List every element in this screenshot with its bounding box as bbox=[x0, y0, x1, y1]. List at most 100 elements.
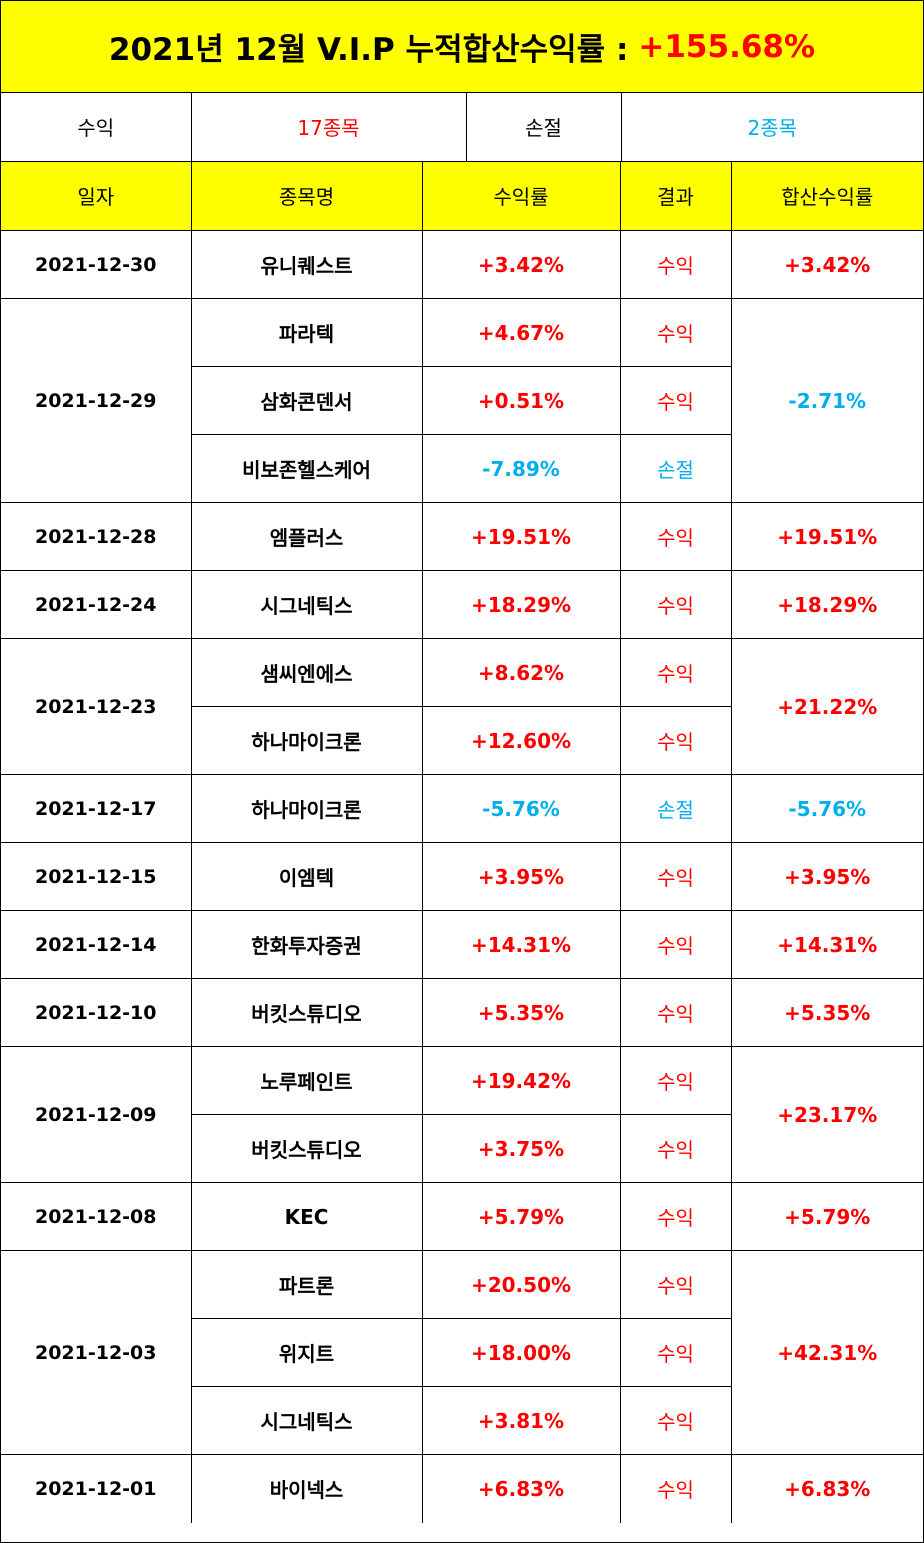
date-cell: 2021-12-10 bbox=[1, 978, 192, 1047]
combined-return: +3.95% bbox=[730, 842, 923, 911]
summary-row: 수익 17종목 손절 2종목 bbox=[1, 93, 923, 162]
date-cell: 2021-12-28 bbox=[1, 502, 192, 571]
combined-return: +5.79% bbox=[730, 1182, 923, 1251]
table-row: 시그네틱스 +3.81% 수익 bbox=[1, 1386, 923, 1455]
stock-name: 파라텍 bbox=[190, 298, 423, 367]
date-cell: 2021-12-24 bbox=[1, 570, 192, 639]
stock-name: 샘씨엔에스 bbox=[190, 638, 423, 707]
table-row: 2021-12-10 버킷스튜디오 +5.35% 수익 +5.35% bbox=[1, 978, 923, 1047]
date-cell: 2021-12-08 bbox=[1, 1182, 192, 1251]
date-cell: 2021-12-03 bbox=[1, 1250, 192, 1455]
table-row: 2021-12-24 시그네틱스 +18.29% 수익 +18.29% bbox=[1, 570, 923, 639]
result-label: 수익 bbox=[619, 502, 732, 571]
result-label: 수익 bbox=[619, 1182, 732, 1251]
date-cell: 2021-12-23 bbox=[1, 638, 192, 775]
return-rate: +0.51% bbox=[421, 366, 621, 435]
title-text: 2021년 12월 V.I.P 누적합산수익률 : bbox=[108, 32, 629, 68]
table-row: 2021-12-28 엠플러스 +19.51% 수익 +19.51% bbox=[1, 502, 923, 571]
stock-name: 유니퀘스트 bbox=[190, 230, 423, 299]
date-cell: 2021-12-09 bbox=[1, 1046, 192, 1183]
result-label: 수익 bbox=[619, 1318, 731, 1387]
return-rate: +18.00% bbox=[421, 1318, 621, 1387]
result-label: 수익 bbox=[619, 298, 732, 367]
combined-return: +23.17% bbox=[730, 1046, 923, 1183]
combined-return: +19.51% bbox=[730, 502, 923, 571]
stock-name: 시그네틱스 bbox=[190, 570, 423, 639]
date-cell: 2021-12-17 bbox=[1, 774, 192, 843]
combined-return: -2.71% bbox=[730, 298, 923, 503]
header-date: 일자 bbox=[1, 161, 192, 231]
stock-name: 한화투자증권 bbox=[190, 910, 423, 979]
return-rate: +20.50% bbox=[421, 1250, 621, 1319]
combined-return: -5.76% bbox=[730, 774, 923, 843]
page-title: 2021년 12월 V.I.P 누적합산수익률 : +155.68% bbox=[1, 1, 923, 93]
result-label: 수익 bbox=[619, 1386, 731, 1455]
header-row: 일자 종목명 수익률 결과 합산수익률 bbox=[1, 161, 923, 231]
combined-return: +21.22% bbox=[730, 638, 923, 775]
return-rate: +12.60% bbox=[421, 706, 621, 775]
return-rate: +3.81% bbox=[421, 1386, 621, 1455]
table-row: 2021-12-08 KEC +5.79% 수익 +5.79% bbox=[1, 1182, 923, 1251]
stock-name: KEC bbox=[190, 1182, 423, 1251]
date-cell: 2021-12-30 bbox=[1, 230, 192, 299]
stock-name: 하나마이크론 bbox=[190, 774, 423, 843]
return-rate: +8.62% bbox=[421, 638, 621, 707]
loss-label: 손절 bbox=[465, 93, 622, 162]
result-label: 손절 bbox=[619, 434, 731, 503]
profit-label: 수익 bbox=[1, 93, 192, 162]
result-label: 수익 bbox=[619, 366, 731, 435]
stock-name: 이엠텍 bbox=[190, 842, 423, 911]
stock-name: 비보존헬스케어 bbox=[191, 434, 423, 503]
return-rate: +3.75% bbox=[421, 1114, 621, 1183]
table-row: 2021-12-15 이엠텍 +3.95% 수익 +3.95% bbox=[1, 842, 923, 911]
table-row: 버킷스튜디오 +3.75% 수익 bbox=[1, 1114, 923, 1183]
date-cell: 2021-12-15 bbox=[1, 842, 192, 911]
stock-name: 엠플러스 bbox=[190, 502, 423, 571]
date-cell: 2021-12-29 bbox=[1, 298, 192, 503]
table-row: 삼화콘덴서 +0.51% 수익 bbox=[1, 366, 923, 435]
result-label: 수익 bbox=[619, 1454, 732, 1523]
header-result: 결과 bbox=[619, 161, 732, 231]
return-rate: +5.79% bbox=[421, 1182, 621, 1251]
table-row: 2021-12-14 한화투자증권 +14.31% 수익 +14.31% bbox=[1, 910, 923, 979]
stock-name: 파트론 bbox=[190, 1250, 423, 1319]
result-label: 수익 bbox=[619, 1250, 732, 1319]
result-label: 수익 bbox=[619, 842, 732, 911]
return-rate: +6.83% bbox=[421, 1454, 621, 1523]
header-combined: 합산수익률 bbox=[730, 161, 923, 231]
table-row: 2021-12-29 파라텍 +4.67% 수익 -2.71% bbox=[1, 298, 923, 503]
return-rate: +3.95% bbox=[421, 842, 621, 911]
result-label: 수익 bbox=[619, 1114, 731, 1183]
return-rate: +18.29% bbox=[421, 570, 621, 639]
table-row: 2021-12-01 바이넥스 +6.83% 수익 +6.83% bbox=[1, 1454, 923, 1523]
table-row: 2021-12-30 유니퀘스트 +3.42% 수익 +3.42% bbox=[1, 230, 923, 299]
stock-name: 바이넥스 bbox=[190, 1454, 423, 1523]
return-rate: -7.89% bbox=[421, 434, 621, 503]
result-label: 수익 bbox=[619, 910, 732, 979]
combined-return: +18.29% bbox=[730, 570, 923, 639]
date-cell: 2021-12-14 bbox=[1, 910, 192, 979]
stock-name: 버킷스튜디오 bbox=[191, 1114, 423, 1183]
return-rate: +19.51% bbox=[421, 502, 621, 571]
combined-return: +3.42% bbox=[730, 230, 923, 299]
result-label: 수익 bbox=[619, 230, 732, 299]
summary-table: 수익 17종목 손절 2종목 bbox=[1, 93, 923, 162]
total-return: +155.68% bbox=[638, 28, 816, 65]
loss-count: 2종목 bbox=[620, 93, 923, 162]
result-label: 수익 bbox=[619, 638, 732, 707]
return-rate: +3.42% bbox=[421, 230, 621, 299]
return-rate: +14.31% bbox=[421, 910, 621, 979]
stock-name: 시그네틱스 bbox=[191, 1386, 423, 1455]
result-label: 손절 bbox=[619, 774, 732, 843]
table-row: 2021-12-03 파트론 +20.50% 수익 +42.31% bbox=[1, 1250, 923, 1455]
trades-table: 일자 종목명 수익률 결과 합산수익률 2021-12-30 유니퀘스트 +3.42… bbox=[1, 161, 923, 1523]
combined-return: +5.35% bbox=[730, 978, 923, 1047]
profit-count: 17종목 bbox=[190, 93, 467, 162]
result-label: 수익 bbox=[619, 706, 731, 775]
return-rate: -5.76% bbox=[421, 774, 621, 843]
table-row: 2021-12-17 하나마이크론 -5.76% 손절 -5.76% bbox=[1, 774, 923, 843]
table-row: 2021-12-09 노루페인트 +19.42% 수익 +23.17% bbox=[1, 1046, 923, 1183]
table-row: 비보존헬스케어 -7.89% 손절 bbox=[1, 434, 923, 503]
trades-body: 2021-12-30 유니퀘스트 +3.42% 수익 +3.42% 2021-12-29 파… bbox=[1, 230, 923, 1523]
